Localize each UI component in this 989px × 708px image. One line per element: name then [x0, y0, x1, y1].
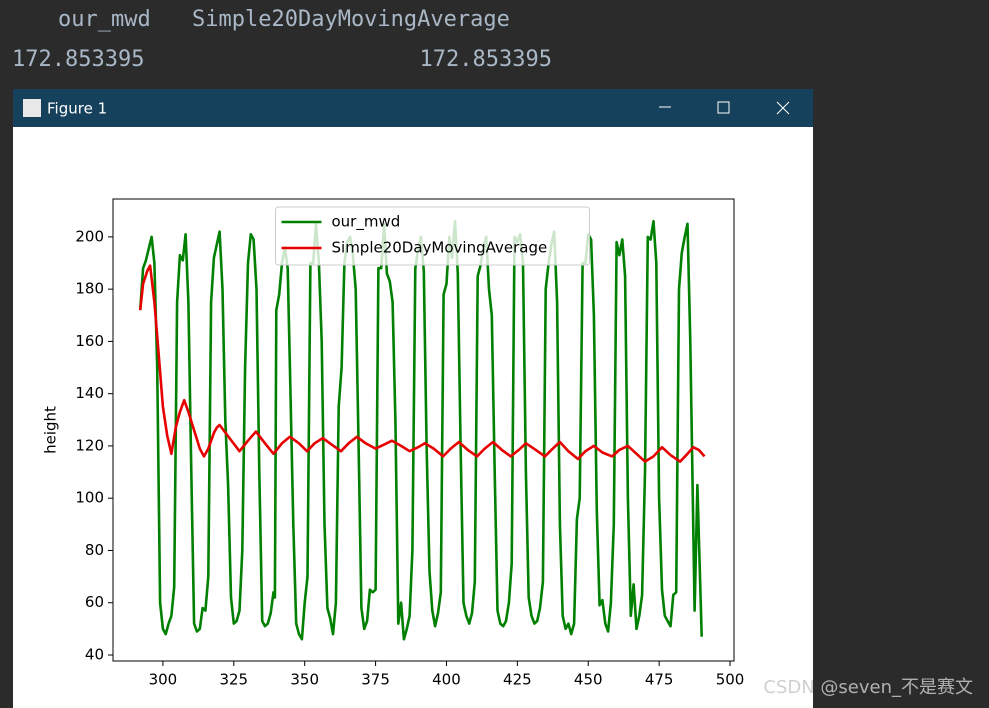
- console-header: our_mwd: [58, 7, 151, 32]
- x-tick-label: 500: [716, 671, 745, 689]
- console-header: Simple20DayMovingAverage: [192, 7, 510, 32]
- y-axis-label: height: [42, 406, 60, 454]
- y-tick-label: 120: [75, 436, 104, 454]
- y-tick-label: 180: [75, 280, 104, 298]
- y-tick-label: 100: [75, 489, 104, 507]
- window-title: Figure 1: [47, 100, 107, 118]
- axes-frame: [112, 198, 735, 662]
- console-value: 172.853395: [420, 47, 552, 72]
- x-tick-label: 450: [574, 671, 603, 689]
- y-tick-label: 140: [75, 384, 104, 402]
- x-tick-label: 375: [361, 671, 390, 689]
- y-tick-label: 40: [85, 645, 104, 663]
- legend-label: Simple20DayMovingAverage: [332, 239, 548, 257]
- close-button[interactable]: [776, 101, 790, 115]
- plot: 40 60 80 100 120 140 160 180 200 300 325 350 375 400 4…: [42, 198, 745, 689]
- series-line: [138, 264, 706, 463]
- x-tick-label: 325: [219, 671, 248, 689]
- maximize-button[interactable]: [717, 101, 730, 114]
- legend-box: [275, 206, 590, 266]
- title-bar: [13, 89, 813, 127]
- legend-label: our_mwd: [332, 213, 401, 232]
- x-tick-label: 350: [290, 671, 319, 689]
- y-tick-label: 60: [85, 593, 104, 611]
- x-tick-label: 475: [645, 671, 674, 689]
- x-tick-label: 400: [432, 671, 461, 689]
- y-tick-label: 80: [85, 541, 104, 559]
- y-tick-label: 160: [75, 332, 104, 350]
- window-icon: [23, 99, 41, 117]
- console-value: 172.853395: [12, 47, 144, 72]
- x-tick-label: 300: [149, 671, 178, 689]
- x-tick-label: 425: [503, 671, 532, 689]
- watermark: CSDN @seven_不是赛文: [763, 677, 973, 698]
- y-tick-label: 200: [75, 227, 104, 245]
